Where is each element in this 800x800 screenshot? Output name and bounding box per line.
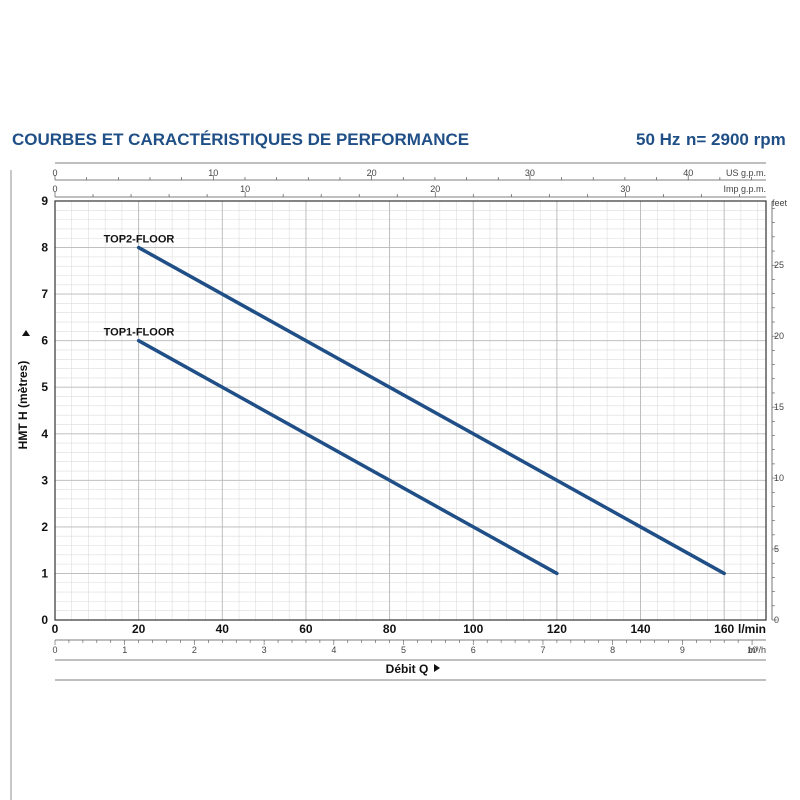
y-axis-arrow-icon bbox=[22, 330, 30, 336]
y-tick-label: 0 bbox=[41, 613, 48, 627]
frequency-label: 50 Hz bbox=[636, 130, 681, 149]
x-tick-label: 20 bbox=[132, 622, 146, 636]
m3h-tick-label: 6 bbox=[471, 645, 476, 655]
plot-frame bbox=[54, 200, 767, 621]
x-tick-label: 160 bbox=[714, 622, 734, 636]
grid bbox=[54, 200, 766, 621]
y-tick-label: 3 bbox=[41, 473, 48, 487]
m3h-tick-label: 5 bbox=[401, 645, 406, 655]
m3h-tick-label: 9 bbox=[680, 645, 685, 655]
feet-unit: feet bbox=[772, 198, 788, 208]
us-gpm-tick-label: 0 bbox=[52, 168, 57, 178]
speed-label: n= 2900 rpm bbox=[686, 130, 786, 149]
m3h-tick-label: 8 bbox=[610, 645, 615, 655]
y-tick-label: 2 bbox=[41, 520, 48, 534]
imp-gpm-tick-label: 10 bbox=[240, 184, 250, 194]
us-gpm-tick-label: 30 bbox=[525, 168, 535, 178]
m3h-tick-label: 2 bbox=[192, 645, 197, 655]
curve-top1-floor bbox=[136, 338, 559, 576]
us-gpm-tick-label: 20 bbox=[367, 168, 377, 178]
x-tick-label: 60 bbox=[299, 622, 313, 636]
y-tick-label: 6 bbox=[41, 334, 48, 348]
feet-tick-label: 25 bbox=[774, 260, 784, 270]
imp-gpm-unit: Imp g.p.m. bbox=[723, 184, 766, 194]
m3h-tick-label: 7 bbox=[540, 645, 545, 655]
m3h-tick-label: 3 bbox=[262, 645, 267, 655]
x-tick-label: 140 bbox=[631, 622, 651, 636]
us-gpm-tick-label: 10 bbox=[208, 168, 218, 178]
x-tick-label: 40 bbox=[216, 622, 230, 636]
imp-gpm-tick-label: 30 bbox=[620, 184, 630, 194]
feet-tick-label: 10 bbox=[774, 473, 784, 483]
feet-tick-label: 5 bbox=[774, 544, 779, 554]
x-axis-title: Débit Q bbox=[386, 662, 429, 676]
y-tick-label: 1 bbox=[41, 566, 48, 580]
imp-gpm-tick-label: 20 bbox=[430, 184, 440, 194]
curve-top2-floor bbox=[136, 245, 726, 576]
y-tick-label: 7 bbox=[41, 287, 48, 301]
y-tick-label: 5 bbox=[41, 380, 48, 394]
m3h-tick-label: 10 bbox=[747, 645, 757, 655]
m3h-tick-label: 0 bbox=[52, 645, 57, 655]
feet-tick-label: 20 bbox=[774, 331, 784, 341]
x-tick-label: 100 bbox=[463, 622, 483, 636]
x-tick-label: 0 bbox=[52, 622, 59, 636]
x-tick-label: 120 bbox=[547, 622, 567, 636]
m3h-unit: m³/h bbox=[748, 645, 766, 655]
page-title: COURBES ET CARACTÉRISTIQUES DE PERFORMAN… bbox=[12, 130, 470, 149]
m3h-tick-label: 4 bbox=[331, 645, 336, 655]
us-gpm-unit: US g.p.m. bbox=[726, 168, 766, 178]
x-tick-label: 80 bbox=[383, 622, 397, 636]
y-tick-label: 4 bbox=[41, 427, 48, 441]
feet-tick-label: 0 bbox=[774, 615, 779, 625]
series-label-top1-floor: TOP1-FLOOR bbox=[104, 327, 175, 339]
y-tick-label: 9 bbox=[41, 194, 48, 208]
x-axis-arrow-icon bbox=[434, 664, 440, 672]
series-label-top2-floor: TOP2-FLOOR bbox=[104, 234, 175, 246]
feet-tick-label: 15 bbox=[774, 402, 784, 412]
imp-gpm-tick-label: 0 bbox=[52, 184, 57, 194]
m3h-tick-label: 1 bbox=[122, 645, 127, 655]
us-gpm-tick-label: 40 bbox=[683, 168, 693, 178]
x-unit-label: l/min bbox=[738, 622, 766, 636]
y-tick-label: 8 bbox=[41, 241, 48, 255]
y-axis-title: HMT H (mètres) bbox=[16, 361, 30, 450]
